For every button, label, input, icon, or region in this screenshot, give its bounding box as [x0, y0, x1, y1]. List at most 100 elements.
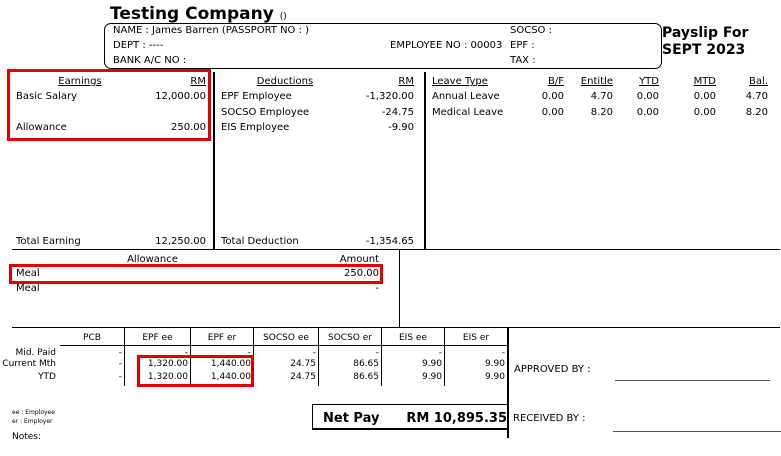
deduction-amount: -24.75 — [381, 107, 414, 118]
contrib-value: 9.90 — [421, 359, 442, 369]
received-by-label: RECEIVED BY : — [513, 413, 586, 424]
divider — [60, 345, 507, 346]
contrib-value: - — [312, 348, 316, 358]
contrib-value: 1,320.00 — [147, 372, 188, 382]
contrib-col-epf-ee: EPF ee — [142, 333, 173, 343]
employee-dept: DEPT : ---- — [113, 40, 164, 51]
company-name-text: Testing Company — [110, 4, 274, 24]
divider — [507, 328, 509, 438]
contrib-value: 1,440.00 — [210, 372, 251, 382]
leave-value: 4.70 — [745, 91, 768, 102]
total-earning-amount: 12,250.00 — [155, 236, 206, 247]
divider — [444, 328, 445, 386]
leave-col-ytd: YTD — [639, 76, 659, 87]
earning-label: Allowance — [16, 122, 67, 133]
allowance-amount-header: Amount — [339, 254, 379, 265]
contrib-value: - — [118, 372, 122, 382]
leave-col-bf: B/F — [548, 76, 564, 87]
net-pay-label: Net Pay — [323, 411, 380, 426]
contrib-col-eis-er: EIS er — [462, 333, 490, 343]
divider — [12, 249, 780, 250]
leave-col-mtd: MTD — [693, 76, 716, 87]
deduction-label: EPF Employee — [221, 91, 292, 102]
contrib-row-label: Current Mth — [2, 359, 56, 369]
contrib-row-label: Mid. Paid — [15, 348, 56, 358]
approved-by-label: APPROVED BY : — [514, 364, 591, 375]
leave-value: 0.00 — [636, 91, 659, 102]
company-name: Testing Company () — [110, 4, 287, 24]
leave-value: 0.00 — [541, 91, 564, 102]
contrib-value: 9.90 — [421, 372, 442, 382]
leave-value: 0.00 — [693, 91, 716, 102]
socso-number: SOCSO : — [510, 25, 552, 36]
divider — [399, 250, 400, 327]
earnings-unit: RM — [190, 76, 206, 87]
contrib-col-eis-ee: EIS ee — [399, 333, 427, 343]
deduction-label: EIS Employee — [221, 122, 290, 133]
highlight-earnings — [7, 69, 211, 141]
highlight-allowance — [9, 264, 383, 284]
employee-name: NAME : James Barren (PASSPORT NO : ) — [113, 25, 310, 36]
employee-info-box — [104, 23, 662, 69]
contrib-col-epf-er: EPF er — [207, 333, 237, 343]
legend-ee: ee : Employee — [12, 409, 55, 416]
leave-type: Annual Leave — [432, 91, 500, 102]
payslip-period: SEPT 2023 — [662, 42, 746, 58]
allowance-item-label: Meal — [16, 283, 40, 294]
contrib-value: 86.65 — [353, 372, 379, 382]
divider — [381, 328, 382, 386]
contrib-value: 86.65 — [353, 359, 379, 369]
total-earning-label: Total Earning — [16, 236, 81, 247]
contrib-value: 1,320.00 — [147, 359, 188, 369]
total-deduction-label: Total Deduction — [221, 236, 299, 247]
earning-label: Basic Salary — [16, 91, 78, 102]
allowance-item-amount: 250.00 — [344, 268, 379, 279]
received-by-signature-line — [613, 431, 781, 432]
payslip-title: Payslip For SEPT 2023 — [662, 25, 748, 59]
contrib-value: - — [438, 348, 442, 358]
contrib-col-pcb: PCB — [83, 333, 101, 343]
leave-value: 0.00 — [541, 107, 564, 118]
employee-bank: BANK A/C NO : — [113, 55, 187, 66]
contrib-col-socso-ee: SOCSO ee — [263, 333, 309, 343]
contrib-value: - — [501, 348, 505, 358]
divider — [424, 72, 426, 250]
earning-amount: 250.00 — [171, 122, 206, 133]
leave-col-type: Leave Type — [432, 76, 488, 87]
leave-value: 0.00 — [693, 107, 716, 118]
earning-amount: 12,000.00 — [155, 91, 206, 102]
tax-number: TAX : — [510, 55, 536, 66]
allowance-item-amount: - — [375, 283, 379, 294]
deduction-label: SOCSO Employee — [221, 107, 310, 118]
contrib-value: 9.90 — [484, 372, 505, 382]
divider — [12, 327, 780, 328]
payslip-title-line1: Payslip For — [662, 25, 749, 41]
contrib-row-label: YTD — [38, 372, 56, 382]
divider — [318, 328, 319, 386]
leave-value: 8.20 — [590, 107, 613, 118]
approved-by-signature-line — [615, 380, 770, 381]
company-suffix: () — [279, 12, 287, 22]
contrib-value: 9.90 — [484, 359, 505, 369]
contrib-value: - — [184, 348, 188, 358]
contrib-value: - — [118, 359, 122, 369]
leave-type: Medical Leave — [432, 107, 504, 118]
allowance-header: Allowance — [127, 254, 178, 265]
net-pay-amount: RM 10,895.35 — [406, 411, 507, 426]
leave-value: 0.00 — [636, 107, 659, 118]
legend-er: er : Employer — [12, 418, 53, 425]
deduction-amount: -9.90 — [388, 122, 414, 133]
leave-value: 4.70 — [590, 91, 613, 102]
total-deduction-amount: -1,354.65 — [365, 236, 414, 247]
leave-col-entitle: Entitle — [580, 76, 613, 87]
earnings-header: Earnings — [58, 76, 102, 87]
allowance-item-label: Meal — [16, 268, 40, 279]
contrib-value: 24.75 — [290, 359, 316, 369]
deductions-unit: RM — [398, 76, 414, 87]
divider — [213, 72, 215, 250]
deduction-amount: -1,320.00 — [365, 91, 414, 102]
contrib-value: - — [375, 348, 379, 358]
leave-value: 8.20 — [745, 107, 768, 118]
epf-number: EPF : — [510, 40, 535, 51]
contrib-value: - — [247, 348, 251, 358]
